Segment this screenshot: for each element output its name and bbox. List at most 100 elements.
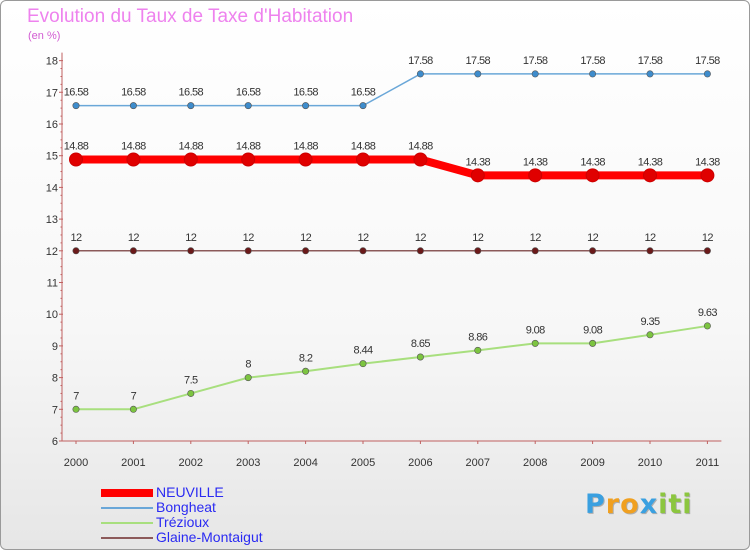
legend-swatch <box>101 537 153 539</box>
x-tick-label: 2010 <box>638 457 662 469</box>
data-point-glaine-montaigut <box>187 247 195 255</box>
data-label-bongheat: 16.58 <box>351 87 376 99</box>
data-point-bongheat <box>359 102 367 110</box>
data-point-tr-zioux <box>589 339 597 347</box>
data-label-neuville: 14.88 <box>236 141 261 153</box>
x-tick-label: 2007 <box>466 457 490 469</box>
logo-letter: t <box>668 489 683 520</box>
y-tick-label: 10 <box>46 309 58 321</box>
data-point-neuville <box>183 152 198 167</box>
x-tick-label: 2008 <box>523 457 547 469</box>
data-point-tr-zioux <box>646 331 654 339</box>
x-tick-label: 2000 <box>64 457 88 469</box>
logo-letter: i <box>658 489 669 520</box>
data-label-glaine-montaigut: 12 <box>70 232 82 244</box>
data-point-bongheat <box>302 102 310 110</box>
data-point-bongheat <box>72 102 80 110</box>
data-point-glaine-montaigut <box>72 247 80 255</box>
y-tick-label: 17 <box>46 87 58 99</box>
logo-letter: x <box>639 489 659 520</box>
data-label-glaine-montaigut: 12 <box>128 232 140 244</box>
data-point-glaine-montaigut <box>129 247 137 255</box>
data-label-tr-zioux: 9.35 <box>640 316 659 328</box>
x-tick-label: 2005 <box>351 457 375 469</box>
data-point-tr-zioux <box>302 367 310 375</box>
data-label-tr-zioux: 9.08 <box>583 324 602 336</box>
x-tick-label: 2001 <box>121 457 145 469</box>
data-point-bongheat <box>416 70 424 78</box>
data-label-bongheat: 17.58 <box>523 55 548 67</box>
data-label-tr-zioux: 7 <box>73 390 79 402</box>
data-label-bongheat: 16.58 <box>293 87 318 99</box>
data-point-bongheat <box>474 70 482 78</box>
x-tick-label: 2009 <box>580 457 604 469</box>
data-point-bongheat <box>244 102 252 110</box>
y-tick-label: 18 <box>46 56 58 68</box>
x-tick-label: 2011 <box>696 457 720 469</box>
data-point-tr-zioux <box>416 353 424 361</box>
legend-label: NEUVILLE <box>156 484 224 500</box>
data-point-bongheat <box>646 70 654 78</box>
y-tick-label: 13 <box>46 214 58 226</box>
data-label-glaine-montaigut: 12 <box>644 232 656 244</box>
data-label-neuville: 14.88 <box>64 141 89 153</box>
x-tick-label: 2004 <box>293 457 317 469</box>
legend-label: Glaine-Montaigut <box>156 529 263 545</box>
data-point-tr-zioux <box>703 322 711 330</box>
data-point-tr-zioux <box>359 360 367 368</box>
y-tick-label: 15 <box>46 151 58 163</box>
legend-swatch <box>101 489 153 497</box>
y-tick-label: 12 <box>46 246 58 258</box>
legend-swatch <box>101 507 153 509</box>
data-point-glaine-montaigut <box>531 247 539 255</box>
data-label-tr-zioux: 9.63 <box>698 307 717 319</box>
data-point-tr-zioux <box>531 339 539 347</box>
data-point-neuville <box>126 152 141 167</box>
data-label-neuville: 14.38 <box>695 156 720 168</box>
data-label-neuville: 14.38 <box>523 156 548 168</box>
data-point-neuville <box>528 168 543 183</box>
data-point-neuville <box>700 168 715 183</box>
legend-label: Trézioux <box>156 514 210 530</box>
series-line-tr-zioux <box>75 324 709 411</box>
data-label-neuville: 14.38 <box>466 156 491 168</box>
data-point-tr-zioux <box>72 405 80 413</box>
data-point-tr-zioux <box>474 346 482 354</box>
data-label-bongheat: 17.58 <box>408 55 433 67</box>
legend-label: Bongheat <box>156 499 216 515</box>
data-label-glaine-montaigut: 12 <box>472 232 484 244</box>
logo-letter: i <box>682 489 693 520</box>
data-label-neuville: 14.88 <box>179 141 204 153</box>
data-point-tr-zioux <box>187 389 195 397</box>
data-label-bongheat: 16.58 <box>64 87 89 99</box>
data-point-bongheat <box>187 102 195 110</box>
legend-item: Glaine-Montaigut <box>101 529 361 545</box>
data-point-bongheat <box>531 70 539 78</box>
data-point-neuville <box>241 152 256 167</box>
y-tick-label: 6 <box>52 436 58 448</box>
data-label-neuville: 14.88 <box>293 141 318 153</box>
legend-swatch <box>101 522 153 524</box>
y-tick-label: 16 <box>46 119 58 131</box>
data-point-glaine-montaigut <box>302 247 310 255</box>
data-label-tr-zioux: 8 <box>245 359 251 371</box>
data-label-tr-zioux: 7.5 <box>184 374 198 386</box>
data-point-bongheat <box>589 70 597 78</box>
data-point-neuville <box>356 152 370 167</box>
data-point-tr-zioux <box>129 405 137 413</box>
data-point-glaine-montaigut <box>589 247 597 255</box>
data-label-tr-zioux: 8.86 <box>468 331 487 343</box>
legend-item: Bongheat <box>101 499 361 515</box>
x-tick-label: 2003 <box>236 457 260 469</box>
y-tick-label: 11 <box>47 278 58 290</box>
data-label-neuville: 14.88 <box>121 141 146 153</box>
data-point-neuville <box>298 152 313 167</box>
data-point-neuville <box>643 168 657 183</box>
data-label-tr-zioux: 7 <box>131 390 137 402</box>
data-point-glaine-montaigut <box>244 247 252 255</box>
data-label-glaine-montaigut: 12 <box>587 232 599 244</box>
series-line-neuville <box>72 155 712 180</box>
data-point-neuville <box>585 168 600 183</box>
data-point-glaine-montaigut <box>359 247 367 255</box>
